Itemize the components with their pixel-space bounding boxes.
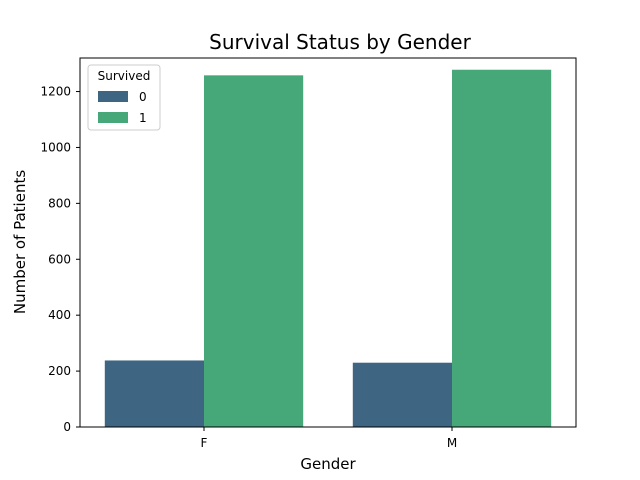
x-tick-label-F: F <box>201 436 208 450</box>
chart-title: Survival Status by Gender <box>209 30 471 54</box>
legend-label-1: 1 <box>139 111 147 125</box>
plot-area: 0 200 400 600 800 1000 1200 F M <box>40 69 552 450</box>
y-tick-label-6: 1200 <box>40 85 71 99</box>
legend-swatch-0 <box>98 91 128 102</box>
bar-F-1 <box>204 75 304 427</box>
plot-frame <box>79 57 577 428</box>
y-tick-label-0: 0 <box>63 420 71 434</box>
x-axis-label: Gender <box>300 455 356 473</box>
bar-F-0 <box>104 360 204 427</box>
y-tick-label-4: 800 <box>48 196 71 210</box>
y-tick-label-5: 1000 <box>40 140 71 154</box>
bar-M-0 <box>352 362 452 427</box>
bar-M-1 <box>452 69 552 427</box>
y-tick-label-2: 400 <box>48 308 71 322</box>
y-tick-label-3: 600 <box>48 252 71 266</box>
legend-swatch-1 <box>98 112 128 123</box>
y-tick-label-1: 200 <box>48 364 71 378</box>
y-axis-label: Number of Patients <box>11 170 29 314</box>
x-tick-label-M: M <box>447 436 457 450</box>
legend: Survived 0 1 <box>87 64 161 131</box>
legend-title: Survived <box>98 69 151 83</box>
legend-label-0: 0 <box>139 90 147 104</box>
